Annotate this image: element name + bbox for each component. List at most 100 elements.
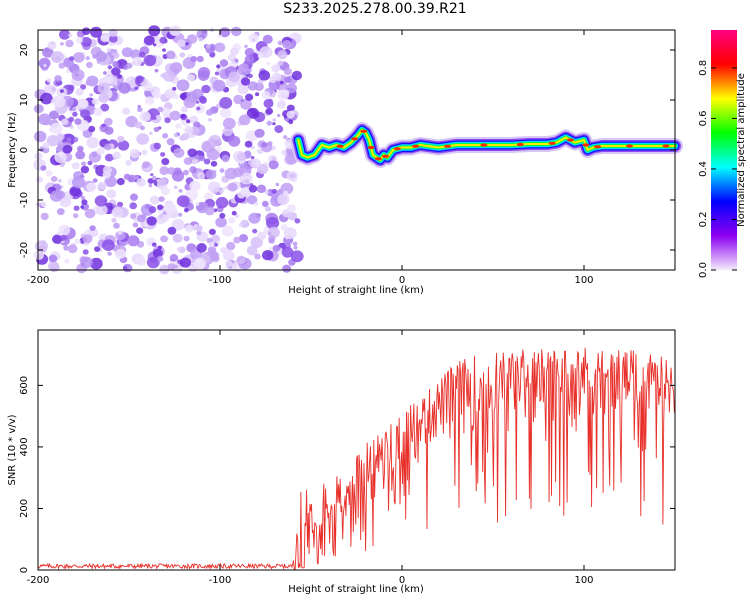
snr-frame bbox=[37, 329, 676, 571]
noise-cell bbox=[136, 133, 150, 145]
noise-cell bbox=[33, 250, 44, 260]
colorbar: 0.0 0.2 0.4 0.6 0.8 Normalized spectral ampl… bbox=[698, 30, 747, 278]
noise-cell bbox=[283, 135, 288, 140]
noise-cell bbox=[66, 137, 72, 142]
signal-peak bbox=[393, 147, 401, 151]
noise-cell bbox=[265, 206, 271, 212]
noise-cell bbox=[226, 241, 236, 251]
noise-cell bbox=[172, 233, 183, 243]
signal-peak bbox=[367, 145, 375, 150]
noise-cell bbox=[48, 261, 59, 271]
noise-cell bbox=[277, 40, 283, 46]
noise-cell bbox=[247, 195, 258, 205]
noise-cell bbox=[148, 25, 161, 37]
noise-cell bbox=[213, 242, 219, 247]
noise-cell bbox=[274, 125, 284, 134]
noise-cell bbox=[60, 42, 64, 46]
noise-cell bbox=[276, 113, 281, 118]
snr-series bbox=[37, 347, 675, 571]
noise-cell bbox=[157, 245, 162, 250]
noise-cell bbox=[116, 178, 125, 186]
noise-cell bbox=[149, 131, 153, 135]
noise-cell bbox=[102, 166, 112, 175]
spectrogram-y-label: Frequency (Hz) bbox=[7, 112, 18, 188]
noise-cell bbox=[157, 106, 164, 113]
noise-cell bbox=[169, 110, 181, 121]
noise-cell bbox=[121, 47, 133, 58]
signal-peak bbox=[351, 137, 359, 141]
noise-cell bbox=[87, 160, 93, 166]
noise-cell bbox=[166, 138, 175, 146]
noise-cell bbox=[46, 78, 52, 83]
x-tick-label: 0 bbox=[399, 575, 405, 586]
noise-cell bbox=[239, 234, 248, 243]
colorbar-tick-label: 0.6 bbox=[698, 110, 709, 126]
noise-cell bbox=[238, 114, 251, 126]
noise-cell bbox=[117, 140, 130, 151]
noise-cell bbox=[43, 63, 47, 68]
noise-cell bbox=[269, 76, 277, 83]
noise-cell bbox=[208, 181, 221, 193]
noise-cell bbox=[224, 167, 238, 180]
snr-x-label: Height of straight line (km) bbox=[288, 584, 424, 595]
noise-cell bbox=[153, 127, 160, 132]
noise-cell bbox=[233, 236, 241, 244]
noise-cell bbox=[67, 244, 78, 254]
noise-cell bbox=[40, 165, 47, 171]
noise-cell bbox=[159, 36, 168, 44]
noise-cell bbox=[156, 255, 164, 262]
noise-cell bbox=[176, 79, 190, 92]
noise-cell bbox=[72, 176, 86, 189]
noise-cell bbox=[69, 185, 81, 197]
noise-cell bbox=[169, 25, 182, 36]
noise-cell bbox=[134, 121, 143, 129]
noise-cell bbox=[189, 180, 201, 191]
colorbar-gradient bbox=[711, 30, 737, 270]
x-tick-label: 100 bbox=[574, 275, 593, 286]
noise-cell bbox=[148, 206, 157, 214]
noise-cell bbox=[59, 29, 71, 40]
signal-track bbox=[290, 122, 683, 168]
noise-cell bbox=[51, 99, 56, 104]
noise-cell bbox=[221, 154, 230, 163]
noise-cell bbox=[50, 190, 63, 202]
noise-cell bbox=[159, 166, 169, 176]
x-tick-label: 100 bbox=[574, 575, 593, 586]
noise-cell bbox=[151, 175, 157, 181]
noise-cell bbox=[40, 201, 47, 208]
noise-cell bbox=[96, 147, 106, 155]
noise-cell bbox=[231, 210, 237, 216]
noise-cell bbox=[160, 235, 169, 243]
noise-cell bbox=[35, 176, 44, 183]
noise-cell bbox=[210, 160, 218, 167]
noise-cell bbox=[196, 243, 207, 253]
noise-cell bbox=[228, 71, 240, 83]
noise-cell bbox=[245, 222, 250, 227]
spectrogram-cells bbox=[33, 25, 304, 275]
noise-cell bbox=[45, 169, 53, 177]
noise-cell bbox=[175, 123, 182, 129]
colorbar-tick-label: 0.4 bbox=[698, 161, 709, 177]
noise-cell bbox=[251, 158, 262, 168]
noise-cell bbox=[215, 196, 229, 209]
noise-cell bbox=[154, 68, 159, 73]
noise-cell bbox=[104, 153, 114, 162]
noise-cell bbox=[177, 212, 183, 217]
noise-cell bbox=[248, 212, 261, 224]
noise-cell bbox=[81, 161, 86, 166]
noise-cell bbox=[277, 50, 288, 60]
y-tick-label: -10 bbox=[19, 192, 30, 208]
noise-cell bbox=[219, 107, 232, 119]
noise-cell bbox=[254, 128, 265, 138]
noise-cell bbox=[288, 119, 294, 125]
noise-cell bbox=[264, 190, 269, 195]
noise-cell bbox=[282, 264, 292, 273]
noise-cell bbox=[282, 40, 292, 49]
noise-cell bbox=[114, 248, 126, 259]
noise-cell bbox=[60, 234, 68, 241]
noise-cell bbox=[68, 33, 73, 37]
signal-peak bbox=[548, 141, 556, 145]
noise-cell bbox=[102, 239, 115, 251]
noise-cell bbox=[261, 200, 269, 207]
